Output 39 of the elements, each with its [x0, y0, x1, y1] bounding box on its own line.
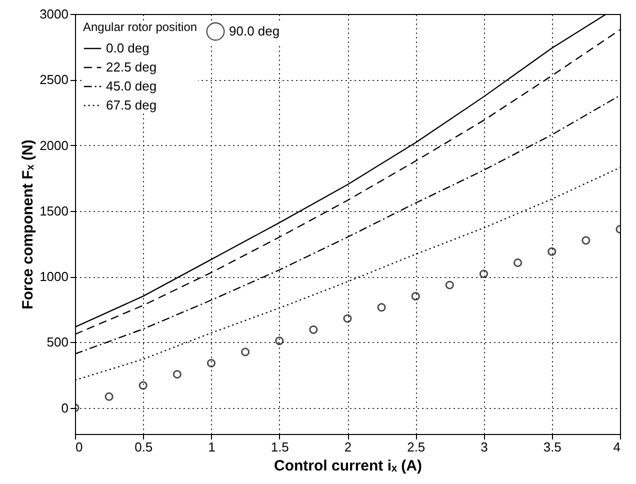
- y-axis-title: Force component Fₓ (N): [20, 140, 37, 310]
- x-tick-label: 3: [480, 440, 488, 454]
- point: [445, 280, 454, 290]
- x-tick-label: 0.5: [134, 440, 153, 454]
- x-tick-label: 2: [344, 440, 352, 454]
- point: [582, 236, 590, 245]
- x-tick-label: 4: [613, 440, 620, 454]
- x-tick-label: 2.5: [407, 440, 426, 454]
- point: [309, 325, 318, 334]
- point: [411, 292, 420, 300]
- point: [241, 348, 250, 356]
- y-tick-label: 500: [46, 334, 68, 350]
- y-tick-label: 3000: [40, 6, 68, 22]
- y-tick-label: 0: [61, 400, 68, 416]
- x-axis-title: Control current iₓ (A): [274, 458, 422, 474]
- point: [172, 370, 182, 379]
- legend-label: 0.0 deg: [106, 40, 150, 56]
- legend-label: 67.5 deg: [106, 98, 157, 112]
- legend-label: 45.0 deg: [106, 78, 157, 94]
- x-tick-label: 1.5: [270, 440, 289, 454]
- point: [275, 336, 284, 346]
- point: [479, 270, 488, 278]
- legend-label: 90.0 deg: [229, 24, 280, 38]
- point: [104, 392, 114, 401]
- y-tick-label: 2000: [40, 138, 68, 153]
- x-tick-label: 0: [76, 440, 83, 454]
- point: [206, 358, 216, 368]
- point: [343, 314, 352, 323]
- point: [138, 381, 148, 390]
- legend-label: 22.5 deg: [106, 60, 157, 74]
- x-tick-label: 1: [208, 440, 216, 454]
- point: [377, 303, 386, 312]
- x-tick-label: 3.5: [543, 440, 562, 454]
- y-tick-label: 1500: [40, 203, 68, 218]
- point: [548, 247, 556, 256]
- y-tick-label: 2500: [40, 72, 68, 88]
- legend-title: Angular rotor position: [83, 20, 198, 34]
- y-tick-label: 1000: [40, 269, 68, 284]
- point: [514, 258, 522, 267]
